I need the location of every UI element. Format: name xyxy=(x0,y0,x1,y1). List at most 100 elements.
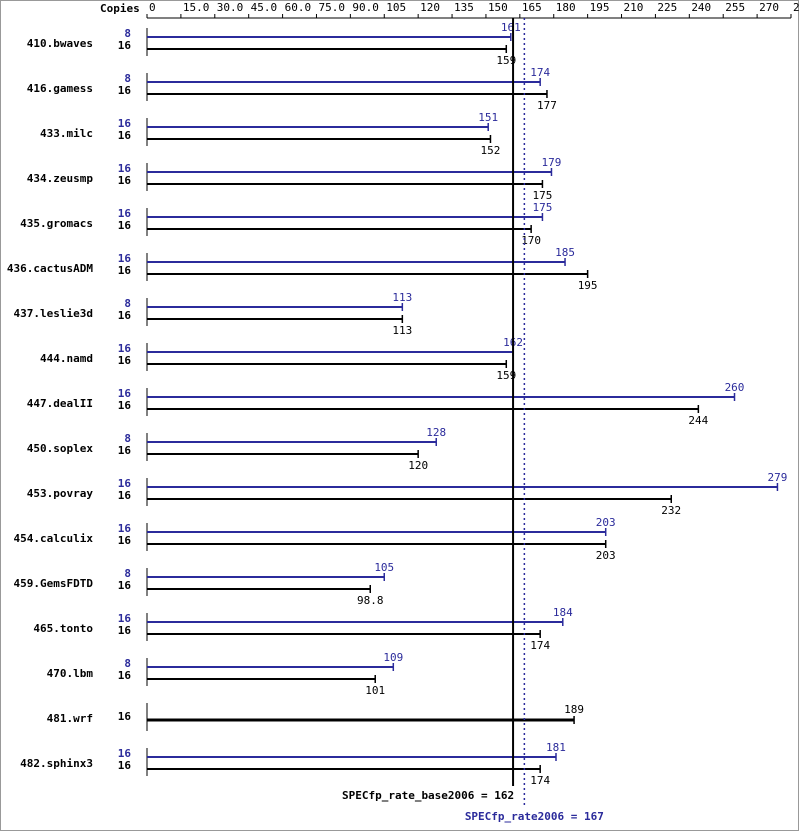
category-label: 465.tonto xyxy=(33,622,93,635)
copies-label: 16 xyxy=(118,162,132,175)
value-label: 109 xyxy=(383,651,403,664)
x-tick-label: 240 xyxy=(691,1,711,14)
x-tick-label: 165 xyxy=(522,1,542,14)
value-label: 152 xyxy=(481,144,501,157)
x-tick-label: 45.0 xyxy=(251,1,278,14)
value-label: 189 xyxy=(564,703,584,716)
value-label: 105 xyxy=(374,561,394,574)
value-label: 279 xyxy=(768,471,788,484)
value-label: 151 xyxy=(478,111,498,124)
value-label: 185 xyxy=(555,246,575,259)
x-tick-label: 60.0 xyxy=(285,1,312,14)
x-tick-label: 180 xyxy=(556,1,576,14)
value-label: 175 xyxy=(533,201,553,214)
x-tick-label: 150 xyxy=(488,1,508,14)
x-tick-label: 15.0 xyxy=(183,1,210,14)
value-label: 128 xyxy=(426,426,446,439)
copies-label: 16 xyxy=(118,207,132,220)
copies-label: 16 xyxy=(118,489,132,502)
category-label: 454.calculix xyxy=(14,532,94,545)
x-tick-label: 270 xyxy=(759,1,779,14)
value-label: 177 xyxy=(537,99,557,112)
copies-label: 16 xyxy=(118,522,132,535)
value-label: 181 xyxy=(546,741,566,754)
copies-label: 16 xyxy=(118,129,132,142)
value-label: 174 xyxy=(530,66,550,79)
value-label: 101 xyxy=(365,684,385,697)
category-label: 481.wrf xyxy=(47,712,93,725)
category-label: 447.dealII xyxy=(27,397,93,410)
value-label: 161 xyxy=(501,21,521,34)
category-label: 435.gromacs xyxy=(20,217,93,230)
category-label: 437.leslie3d xyxy=(14,307,93,320)
copies-label: 16 xyxy=(118,579,132,592)
category-label: 434.zeusmp xyxy=(27,172,94,185)
x-tick-label: 90.0 xyxy=(352,1,379,14)
x-tick-label: 75.0 xyxy=(318,1,345,14)
copies-label: 8 xyxy=(124,72,131,85)
category-label: 444.namd xyxy=(40,352,93,365)
value-label: 203 xyxy=(596,516,616,529)
category-label: 453.povray xyxy=(27,487,94,500)
x-tick-label: 195 xyxy=(590,1,610,14)
copies-label: 16 xyxy=(118,84,132,97)
copies-label: 8 xyxy=(124,297,131,310)
value-label: 113 xyxy=(392,291,412,304)
value-label: 120 xyxy=(408,459,428,472)
x-tick-label: 225 xyxy=(657,1,677,14)
value-label: 179 xyxy=(542,156,562,169)
category-label: 433.milc xyxy=(40,127,93,140)
value-label: 195 xyxy=(578,279,598,292)
x-tick-label: 210 xyxy=(624,1,644,14)
copies-label: 16 xyxy=(118,477,132,490)
x-tick-label: 0 xyxy=(149,1,156,14)
value-label: 244 xyxy=(688,414,708,427)
copies-label: 8 xyxy=(124,657,131,670)
reference-label: SPECfp_rate2006 = 167 xyxy=(465,810,604,823)
copies-label: 16 xyxy=(118,174,132,187)
value-label: 175 xyxy=(533,189,553,202)
copies-label: 16 xyxy=(118,117,132,130)
copies-label: 16 xyxy=(118,624,132,637)
copies-label: 16 xyxy=(118,354,132,367)
value-label: 232 xyxy=(661,504,681,517)
category-label: 470.lbm xyxy=(47,667,94,680)
copies-label: 8 xyxy=(124,432,131,445)
x-tick-label: 255 xyxy=(725,1,745,14)
x-tick-label: 30.0 xyxy=(217,1,244,14)
copies-label: 16 xyxy=(118,444,132,457)
copies-label: 16 xyxy=(118,252,132,265)
x-tick-label: 120 xyxy=(420,1,440,14)
value-label: 113 xyxy=(392,324,412,337)
x-tick-label: 285 xyxy=(793,1,799,14)
category-label: 436.cactusADM xyxy=(7,262,93,275)
copies-label: 8 xyxy=(124,27,131,40)
value-label: 98.8 xyxy=(357,594,384,607)
value-label: 184 xyxy=(553,606,573,619)
reference-label: SPECfp_rate_base2006 = 162 xyxy=(342,789,514,802)
category-label: 482.sphinx3 xyxy=(20,757,93,770)
copies-label: 16 xyxy=(118,710,132,723)
category-label: 410.bwaves xyxy=(27,37,93,50)
copies-label: 16 xyxy=(118,534,132,547)
copies-label: 16 xyxy=(118,387,132,400)
x-tick-label: 135 xyxy=(454,1,474,14)
value-label: 159 xyxy=(496,54,516,67)
value-label: 203 xyxy=(596,549,616,562)
value-label: 260 xyxy=(725,381,745,394)
copies-label: 16 xyxy=(118,759,132,772)
copies-label: 16 xyxy=(118,39,132,52)
category-label: 416.gamess xyxy=(27,82,93,95)
axis-label: Copies xyxy=(100,2,140,15)
copies-label: 8 xyxy=(124,567,131,580)
copies-label: 16 xyxy=(118,342,132,355)
copies-label: 16 xyxy=(118,669,132,682)
value-label: 174 xyxy=(530,639,550,652)
value-label: 159 xyxy=(496,369,516,382)
copies-label: 16 xyxy=(118,264,132,277)
value-label: 174 xyxy=(530,774,550,787)
category-label: 459.GemsFDTD xyxy=(14,577,94,590)
category-label: 450.soplex xyxy=(27,442,94,455)
